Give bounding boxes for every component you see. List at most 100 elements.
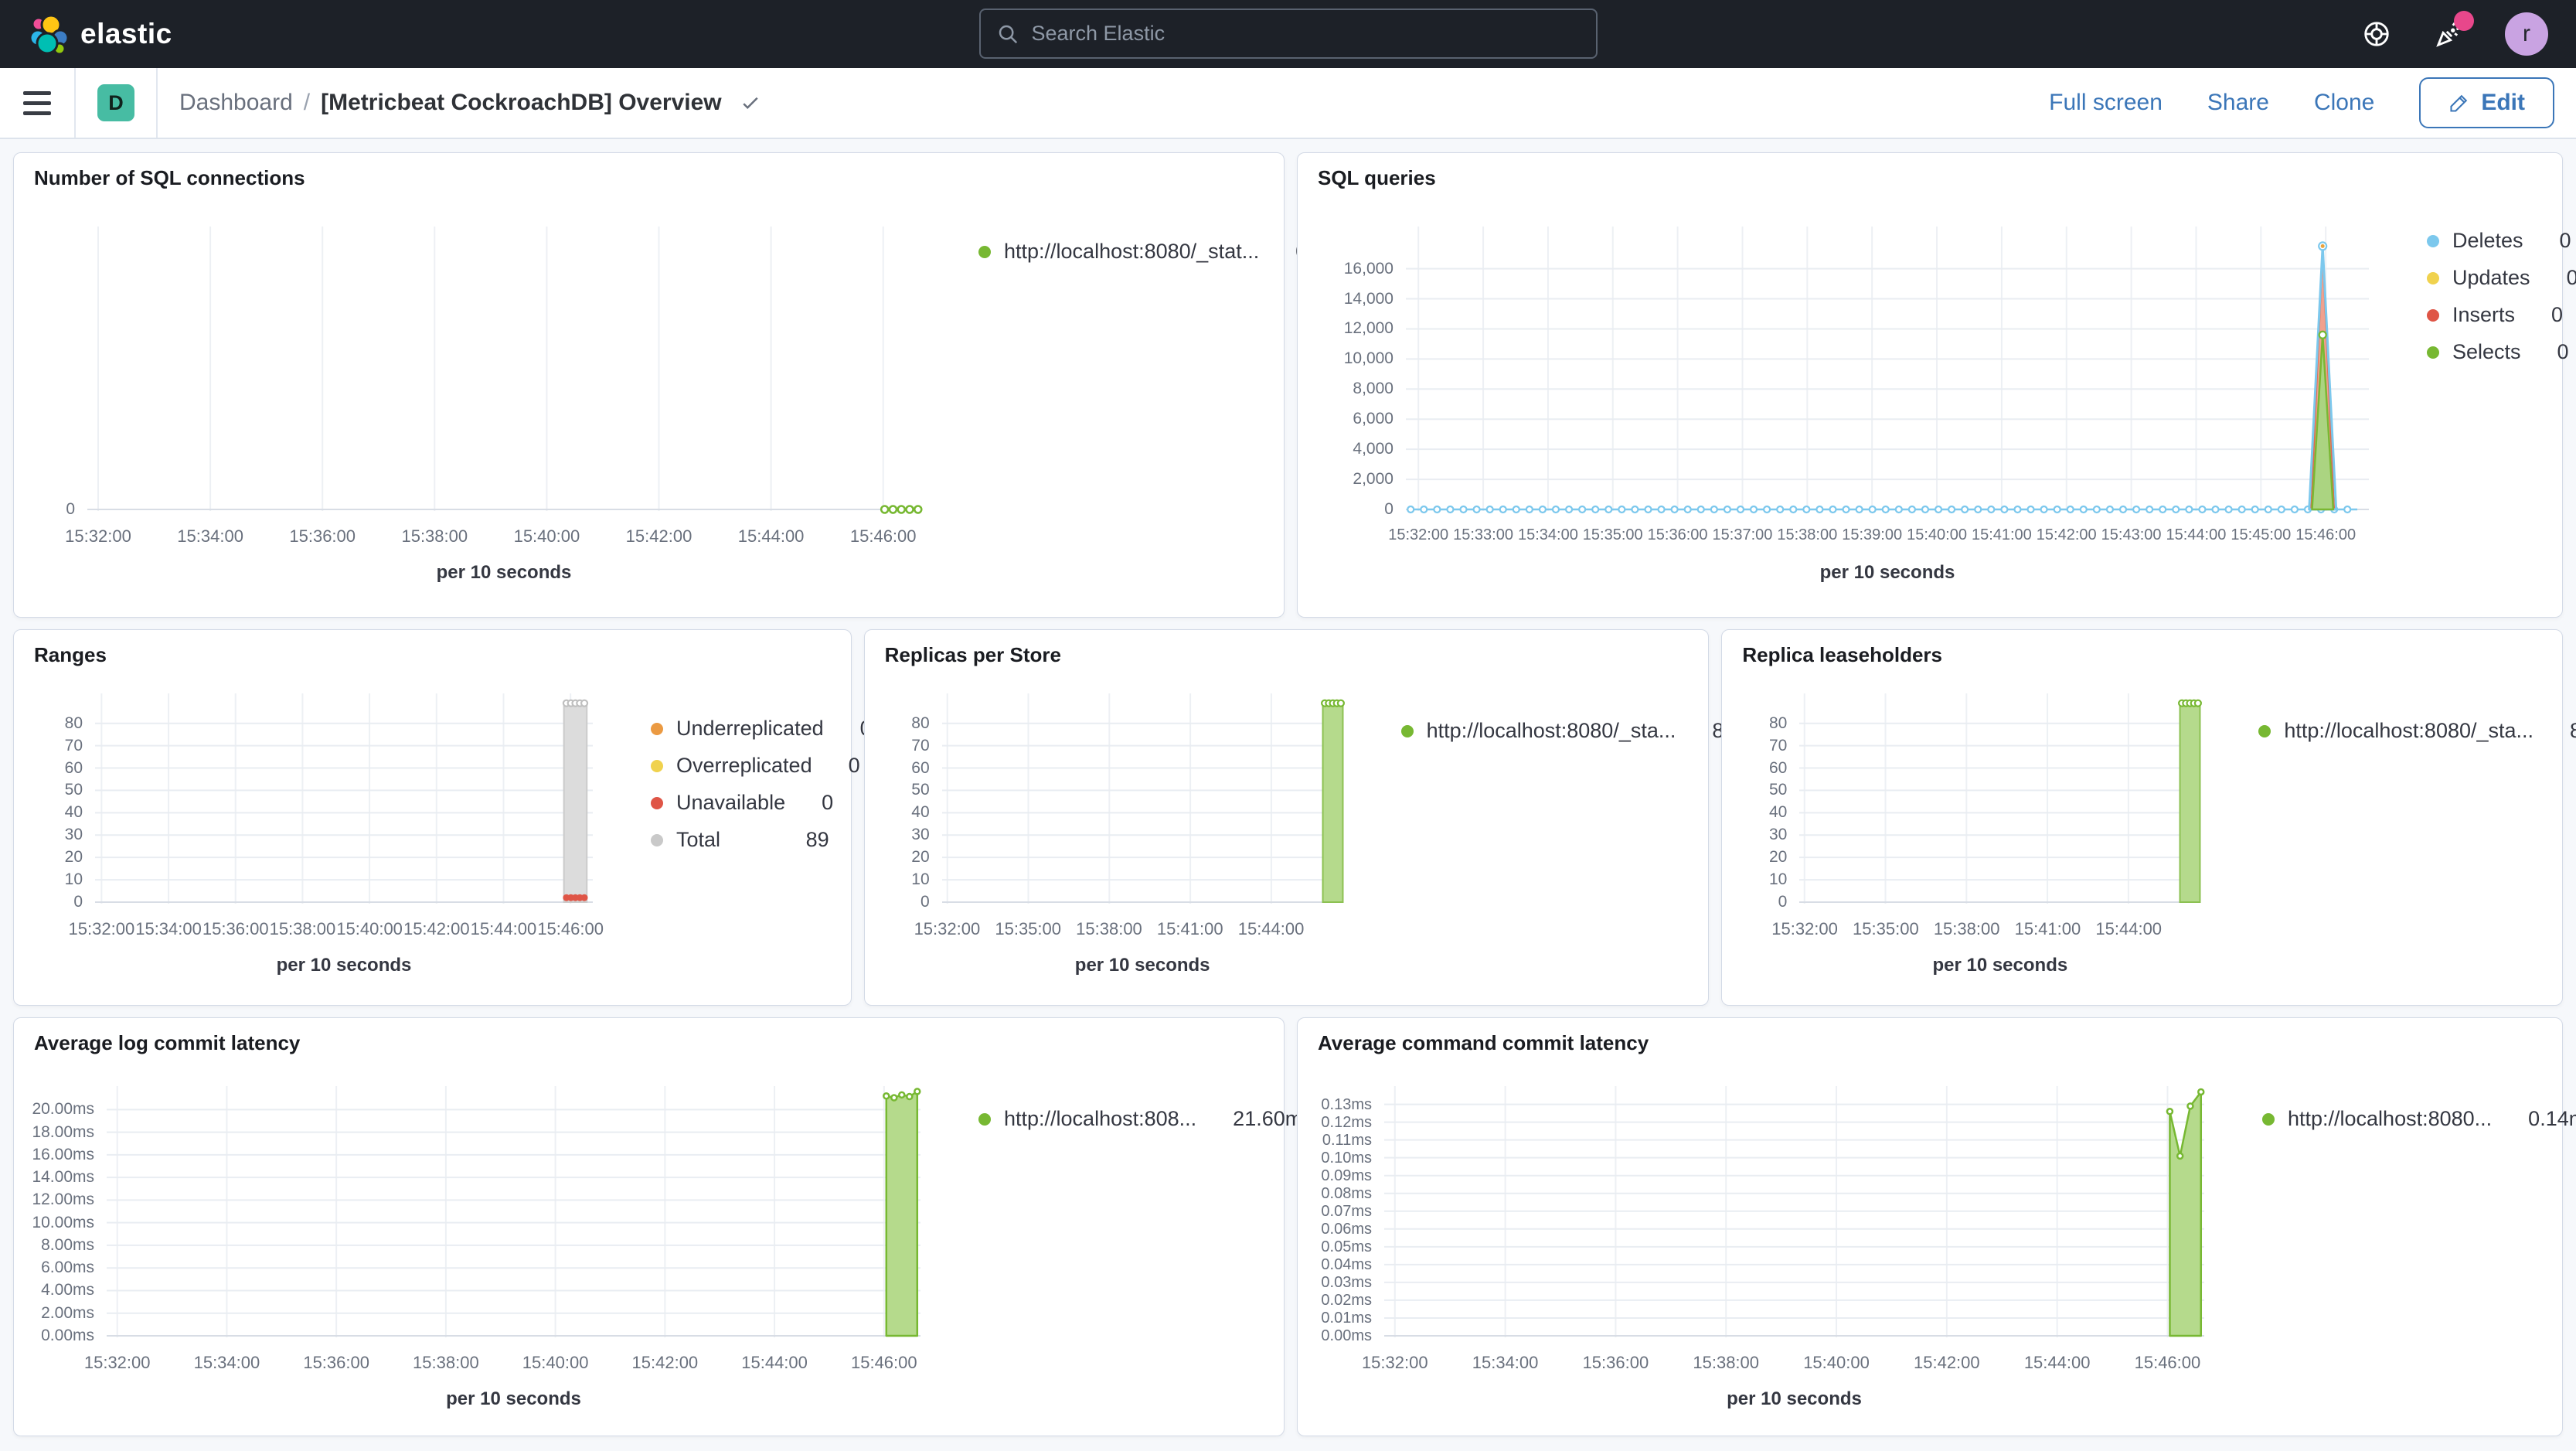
y-axis-tick: 14.00ms bbox=[32, 1168, 94, 1187]
legend-label: Deletes bbox=[2452, 229, 2523, 252]
legend-value: 0 bbox=[2566, 266, 2576, 289]
chart-canvas[interactable] bbox=[87, 227, 923, 514]
dashboard-app-badge[interactable]: D bbox=[97, 84, 134, 121]
legend-item[interactable]: http://localhost:8080/_sta...89 bbox=[2258, 719, 2576, 743]
legend-item[interactable]: http://localhost:8080... 0.14ms bbox=[2261, 1107, 2576, 1131]
x-axis-label: per 10 seconds bbox=[276, 955, 412, 976]
x-axis-tick: 15:40:00 bbox=[1907, 526, 1967, 543]
chart-log-commit-latency[interactable]: 0.00ms 2.00ms 4.00ms 6.00ms 8.00ms 10.00ms 12.… bbox=[14, 1018, 1284, 1436]
legend-item[interactable]: http://localhost:808... 21.60ms bbox=[978, 1107, 1313, 1131]
x-axis-tick: 15:35:00 bbox=[995, 919, 1062, 938]
share-button[interactable]: Share bbox=[2207, 90, 2269, 115]
chart-ranges[interactable]: 0 10 20 30 40 50 60 70 80 15:32:00 15:34:00 15:36:0… bbox=[14, 630, 851, 1005]
y-axis-tick: 10 bbox=[1768, 870, 1788, 889]
chart-replicas-per-store[interactable]: 0 10 20 30 40 50 60 70 80 15:32:00 15:35:00 15:38:0… bbox=[865, 630, 1709, 1005]
legend-color-dot bbox=[651, 796, 663, 809]
x-axis-tick: 15:35:00 bbox=[1582, 526, 1643, 543]
y-axis-tick: 14,000 bbox=[1343, 289, 1393, 308]
panel-title[interactable]: Replica leaseholders bbox=[1742, 643, 1943, 666]
legend-value: 0 bbox=[2559, 229, 2571, 252]
legend-label: Total bbox=[676, 828, 721, 851]
chart-legend: Deletes 0 Updates 0 Inserts 0 Selects 0 bbox=[2426, 229, 2576, 377]
breadcrumb-dashboard-link[interactable]: Dashboard bbox=[179, 90, 293, 115]
y-axis-tick: 20 bbox=[64, 848, 83, 867]
x-axis-tick: 15:42:00 bbox=[631, 1353, 699, 1372]
legend-color-dot bbox=[2426, 346, 2439, 359]
x-axis-tick: 15:40:00 bbox=[522, 1353, 589, 1372]
legend-item[interactable]: Deletes 0 bbox=[2426, 229, 2571, 253]
chart-legend: http://localhost:8080/_sta... 89 bbox=[2258, 719, 2576, 756]
legend-item[interactable]: http://localhost:8080/_stat...0 bbox=[978, 240, 1307, 264]
legend-color-dot bbox=[978, 245, 991, 258]
chart-sql-queries[interactable]: 0 2,000 4,000 6,000 8,000 10,000 12,000 14,000 1… bbox=[1298, 153, 2562, 617]
menu-button[interactable] bbox=[0, 68, 74, 138]
chart-canvas[interactable] bbox=[941, 693, 1345, 904]
chart-canvas[interactable] bbox=[1383, 1086, 2205, 1337]
dashboard-grid: Number of SQL connections 0 15:32:00 15:34… bbox=[0, 139, 2576, 1449]
y-axis-tick: 0.01ms bbox=[1321, 1309, 1372, 1327]
avatar-initial: r bbox=[2523, 21, 2530, 46]
legend-item[interactable]: Inserts 0 bbox=[2426, 303, 2563, 327]
news-button[interactable] bbox=[2432, 11, 2474, 51]
panel-title[interactable]: Ranges bbox=[34, 643, 107, 666]
global-search-input[interactable]: Search Elastic bbox=[978, 9, 1598, 59]
y-axis-tick: 0 bbox=[1384, 500, 1393, 518]
elastic-logo-icon bbox=[29, 14, 68, 54]
y-axis-tick: 0.12ms bbox=[1321, 1113, 1372, 1131]
y-axis-tick: 8,000 bbox=[1353, 380, 1393, 398]
edit-button[interactable]: Edit bbox=[2419, 77, 2554, 128]
y-axis-tick: 50 bbox=[64, 781, 83, 799]
x-axis-tick: 15:38:00 bbox=[401, 526, 468, 546]
panel-replica-leaseholders: Replica leaseholders 0 10 20 30 40 50 60 70 80 15… bbox=[1721, 629, 2576, 1006]
chart-legend: http://localhost:808... 21.60ms bbox=[978, 1107, 1313, 1144]
x-axis-tick: 15:35:00 bbox=[1853, 919, 1919, 938]
x-axis-tick: 15:36:00 bbox=[202, 919, 269, 938]
pencil-icon bbox=[2450, 94, 2468, 112]
legend-label: http://localhost:8080... bbox=[2287, 1107, 2493, 1130]
elastic-logo-group[interactable]: elastic bbox=[28, 14, 172, 54]
legend-label: Selects bbox=[2452, 340, 2521, 363]
legend-item[interactable]: Underreplicated0 bbox=[651, 717, 872, 741]
clone-button[interactable]: Clone bbox=[2313, 90, 2375, 115]
chart-canvas[interactable] bbox=[107, 1086, 921, 1337]
legend-item[interactable]: http://localhost:8080/_sta...89 bbox=[1400, 719, 1735, 743]
full-screen-button[interactable]: Full screen bbox=[2049, 90, 2163, 115]
y-axis-tick: 0 bbox=[920, 893, 930, 911]
y-axis-tick: 70 bbox=[1768, 736, 1788, 754]
y-axis-tick: 2,000 bbox=[1353, 470, 1393, 489]
panel-title[interactable]: SQL queries bbox=[1317, 166, 1436, 189]
user-avatar[interactable]: r bbox=[2505, 12, 2548, 56]
x-axis-tick: 15:46:00 bbox=[537, 919, 604, 938]
panel-title[interactable]: Average log commit latency bbox=[34, 1031, 301, 1054]
x-axis-tick: 15:40:00 bbox=[513, 526, 580, 546]
chart-sql-connections[interactable]: 0 15:32:00 15:34:00 15:36:00 15:38:00 15:40:0… bbox=[14, 153, 1284, 617]
y-axis-tick: 6.00ms bbox=[41, 1259, 94, 1277]
legend-item[interactable]: Updates 0 bbox=[2426, 266, 2576, 290]
legend-item[interactable]: Selects 0 bbox=[2426, 340, 2569, 364]
chart-replica-leaseholders[interactable]: 0 10 20 30 40 50 60 70 80 15:32:00 15:35:00 15:38:0… bbox=[1722, 630, 2562, 1005]
legend-item[interactable]: Unavailable 0 bbox=[651, 791, 833, 815]
chart-command-commit-latency[interactable]: 0.00ms 0.01ms 0.02ms 0.03ms 0.04ms 0.05ms 0.06… bbox=[1298, 1018, 2562, 1436]
panel-title[interactable]: Replicas per Store bbox=[884, 643, 1061, 666]
x-axis-tick: 15:34:00 bbox=[1517, 526, 1578, 543]
divider bbox=[74, 68, 76, 138]
legend-item[interactable]: Total 89 bbox=[651, 828, 829, 852]
legend-item[interactable]: Overreplicated 0 bbox=[651, 754, 860, 778]
y-axis-tick: 30 bbox=[911, 826, 930, 844]
x-axis-tick: 15:44:00 bbox=[2095, 919, 2163, 938]
chart-canvas[interactable] bbox=[1405, 227, 2369, 514]
chart-canvas[interactable] bbox=[95, 693, 593, 904]
y-axis-tick: 0.00ms bbox=[41, 1327, 94, 1344]
panel-title[interactable]: Number of SQL connections bbox=[34, 166, 305, 189]
help-button[interactable] bbox=[2360, 17, 2394, 51]
panel-title[interactable]: Average command commit latency bbox=[1317, 1031, 1649, 1054]
y-axis-tick: 0.00ms bbox=[1321, 1327, 1372, 1344]
legend-label: http://localhost:808... bbox=[1004, 1107, 1197, 1130]
x-axis-tick: 15:44:00 bbox=[1237, 919, 1305, 938]
chart-canvas[interactable] bbox=[1799, 693, 2203, 904]
x-axis-tick: 15:32:00 bbox=[1771, 919, 1838, 938]
y-axis-tick: 0.02ms bbox=[1321, 1291, 1372, 1309]
x-axis-tick: 15:44:00 bbox=[737, 526, 805, 546]
y-axis-tick: 10,000 bbox=[1343, 349, 1393, 368]
